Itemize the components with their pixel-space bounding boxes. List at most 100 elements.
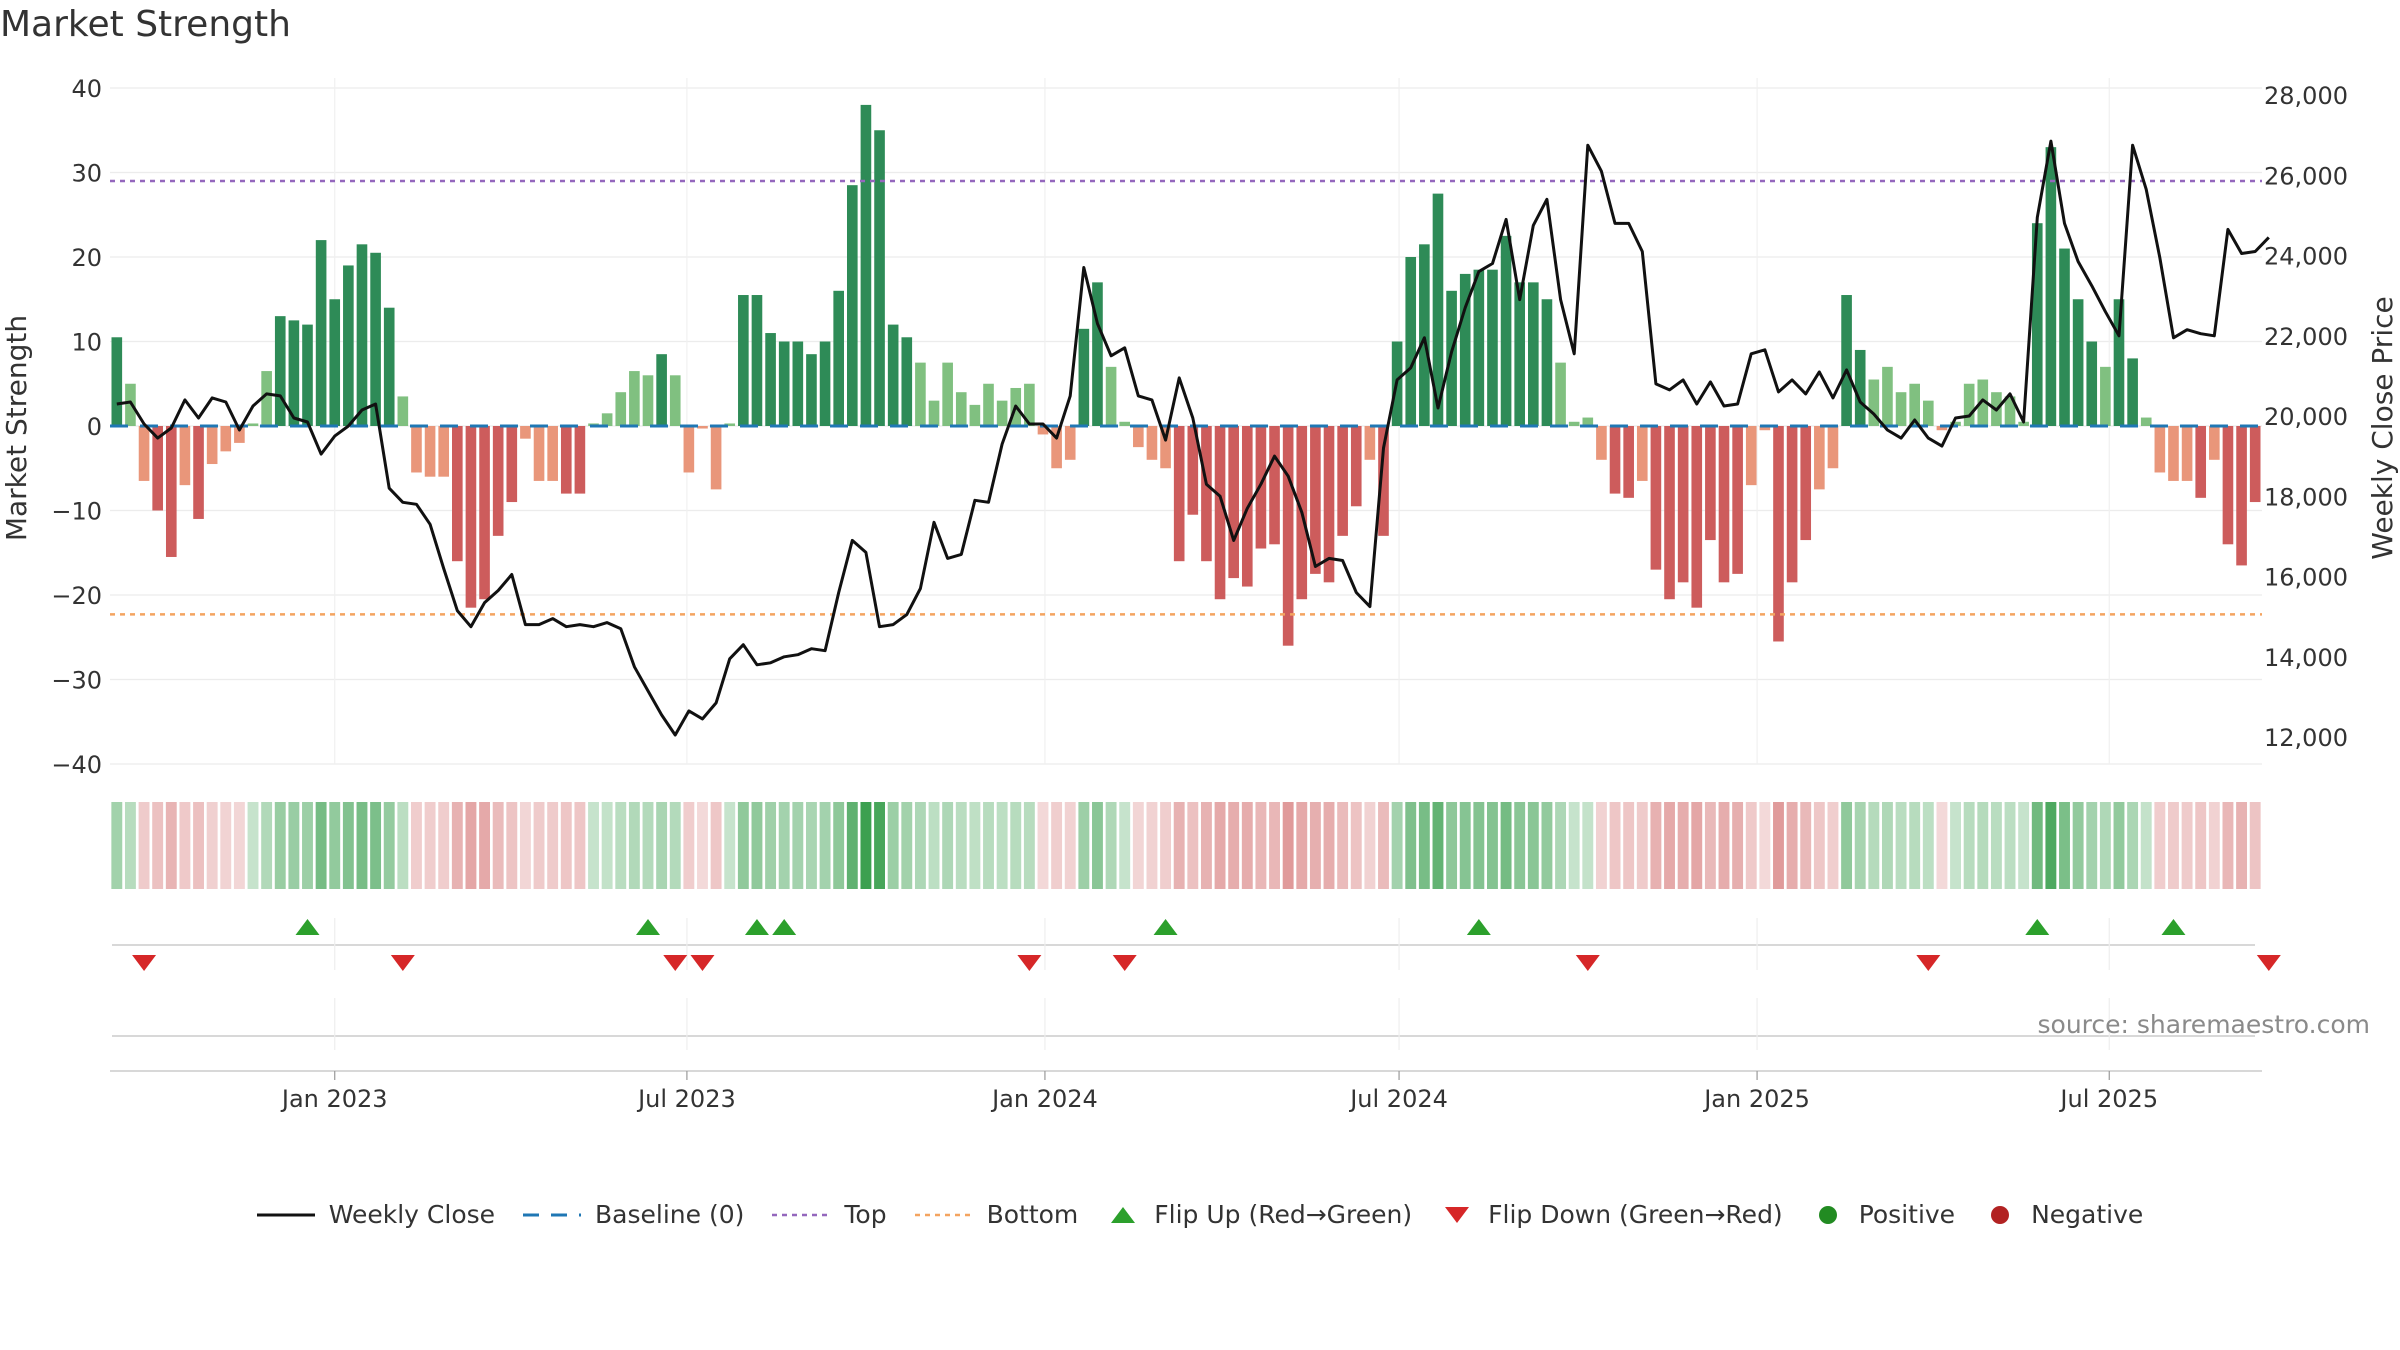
heat-cell	[2236, 802, 2248, 889]
strength-bar	[601, 413, 613, 426]
strength-bar	[574, 426, 586, 494]
heat-cell	[274, 802, 286, 889]
strength-bar	[955, 392, 967, 426]
strength-bar	[806, 354, 817, 426]
heat-cell	[2208, 802, 2220, 889]
x-tick-label: Jul 2023	[636, 1085, 736, 1113]
heat-cell	[1446, 802, 1458, 889]
heat-cell	[1704, 802, 1716, 889]
heat-cell	[588, 802, 599, 889]
strength-bar	[1773, 426, 1784, 642]
heat-cell	[479, 802, 491, 889]
y2-tick-label: 18,000	[2264, 483, 2348, 511]
heat-cell	[560, 802, 572, 889]
heat-cell	[1500, 802, 1512, 889]
y-tick-label: 10	[71, 329, 102, 357]
strength-bar	[1269, 426, 1280, 545]
strength-bar	[111, 337, 123, 426]
heat-cell	[1391, 802, 1403, 889]
heat-cell	[955, 802, 967, 889]
strength-bar	[1051, 426, 1062, 469]
strength-bar	[1732, 426, 1743, 574]
heat-cell	[1282, 802, 1294, 889]
strength-bar	[356, 244, 368, 426]
heat-cell	[1105, 802, 1117, 889]
heat-cell	[1609, 802, 1621, 889]
strength-bar	[329, 299, 341, 426]
strength-bar	[1146, 426, 1158, 460]
heat-cell	[1364, 802, 1376, 889]
flip-up-marker	[1466, 919, 1491, 935]
flip-down-marker	[390, 955, 415, 971]
strength-bar	[1105, 366, 1117, 426]
strength-bar	[206, 426, 218, 465]
strength-bar	[343, 265, 354, 426]
strength-bar	[2168, 426, 2179, 481]
heat-cell	[165, 802, 177, 889]
legend-item-flip-down: Flip Down (Green→Red)	[1440, 1200, 1783, 1229]
strength-bar	[1255, 426, 1267, 549]
heat-cell	[411, 802, 422, 889]
strength-bar	[1323, 426, 1335, 583]
heat-cell	[792, 802, 804, 889]
heat-cell	[1418, 802, 1430, 889]
strength-bar	[2018, 421, 2029, 426]
strength-bar	[2045, 147, 2057, 426]
heat-cell	[1786, 802, 1798, 889]
heat-cell	[1636, 802, 1648, 889]
strength-bar	[2209, 426, 2220, 460]
strength-bar	[165, 426, 177, 557]
heat-cell	[1745, 802, 1757, 889]
heat-cell	[628, 802, 640, 889]
heat-cell	[1296, 802, 1308, 889]
heat-cell	[1309, 802, 1321, 889]
y-tick-label: 20	[71, 244, 102, 272]
strength-bar	[315, 240, 327, 426]
strength-bar	[1282, 426, 1294, 646]
heat-cell	[1800, 802, 1812, 889]
heat-cell	[1323, 802, 1335, 889]
strength-bar	[1664, 426, 1675, 600]
heat-cell	[914, 802, 926, 889]
heat-cell	[1568, 802, 1580, 889]
strength-bar	[1487, 269, 1498, 426]
heat-cell	[1691, 802, 1703, 889]
heat-cell	[1078, 802, 1090, 889]
heat-cell	[683, 802, 695, 889]
strength-bar	[2072, 299, 2084, 426]
strength-bar	[1201, 426, 1212, 562]
legend-item-weekly-close: Weekly Close	[256, 1200, 495, 1229]
strength-bar	[1364, 426, 1376, 460]
strength-bar	[1827, 426, 1839, 469]
strength-bar	[1173, 426, 1185, 562]
strength-bar	[792, 341, 804, 426]
heat-cell	[1337, 802, 1349, 889]
strength-bar	[1187, 426, 1199, 515]
strength-bar	[1432, 193, 1444, 426]
strength-bar	[1419, 244, 1430, 426]
heat-cell	[1990, 802, 2002, 889]
strength-bar	[1160, 426, 1171, 469]
heat-cell	[451, 802, 463, 889]
strength-bar	[1814, 426, 1825, 490]
y-tick-label: 30	[71, 160, 102, 188]
strength-bar	[1568, 421, 1580, 426]
heat-cell	[2031, 802, 2043, 889]
heat-cell	[1119, 802, 1131, 889]
strength-bar	[1350, 426, 1362, 507]
y-tick-label: −10	[51, 498, 102, 526]
strength-bar	[915, 362, 926, 426]
heat-cell	[1350, 802, 1362, 889]
heat-cell	[1092, 802, 1103, 889]
heat-cell	[261, 802, 273, 889]
strength-bar	[615, 392, 627, 426]
strength-bar	[683, 426, 695, 473]
heat-cell	[2249, 802, 2261, 889]
flip-down-marker	[2256, 955, 2281, 971]
heat-cell	[1881, 802, 1893, 889]
strength-bar	[1718, 426, 1730, 583]
flip-down-marker	[663, 955, 688, 971]
strength-bar	[901, 337, 913, 426]
strength-bar	[424, 426, 436, 477]
legend-item-flip-up: Flip Up (Red→Green)	[1106, 1200, 1412, 1229]
